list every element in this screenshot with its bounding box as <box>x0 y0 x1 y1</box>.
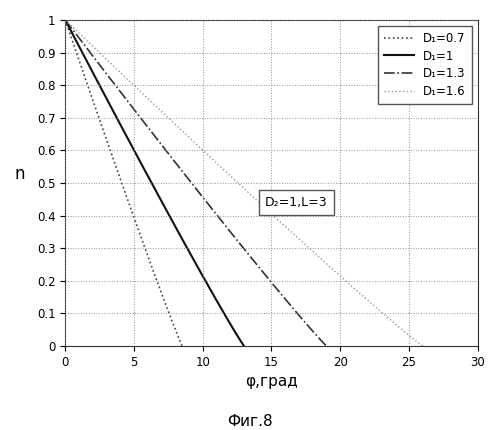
Legend: D₁=0.7, D₁=1, D₁=1.3, D₁=1.6: D₁=0.7, D₁=1, D₁=1.3, D₁=1.6 <box>378 26 472 104</box>
Text: D₂=1,L=3: D₂=1,L=3 <box>265 196 328 209</box>
Text: Фиг.8: Фиг.8 <box>227 414 273 429</box>
X-axis label: φ,град: φ,град <box>245 374 298 389</box>
Y-axis label: n: n <box>15 165 26 183</box>
